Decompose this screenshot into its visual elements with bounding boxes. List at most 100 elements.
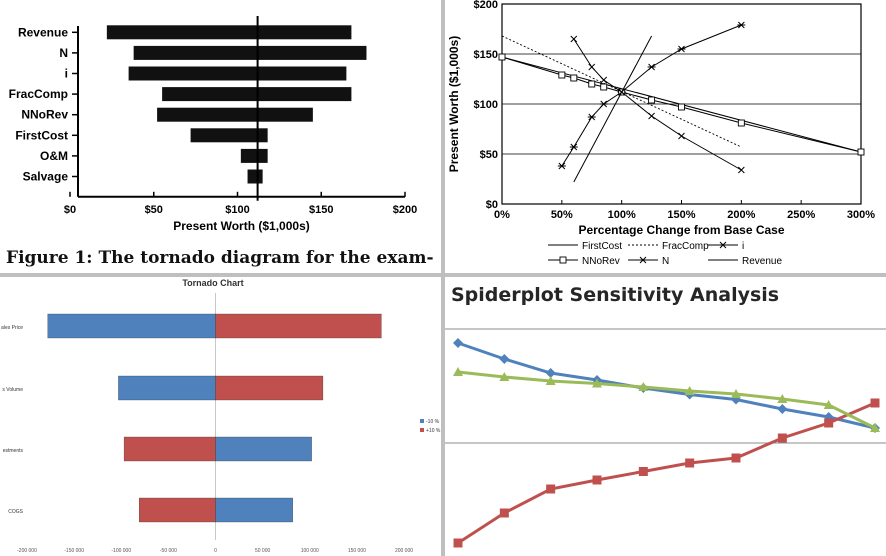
legend-item-revenue: Revenue — [708, 256, 782, 267]
square-marker — [638, 467, 648, 476]
legend-label: i — [742, 241, 744, 252]
series-i — [557, 21, 746, 170]
bar-ales-price-10 — [47, 313, 216, 339]
square-marker — [870, 398, 880, 408]
chart-title: Tornado Chart — [182, 278, 243, 288]
legend: -10 % +10 % — [420, 419, 441, 434]
x-tick-label: 150% — [667, 209, 695, 221]
marker-nnorev — [857, 148, 865, 156]
series-line-i — [561, 24, 742, 167]
series-revenue — [573, 35, 653, 183]
marker-i — [737, 21, 746, 29]
series-line — [457, 370, 876, 430]
tornado-bar-i — [128, 66, 347, 81]
marker-i — [599, 100, 608, 108]
x-tick-label: 200 000 — [395, 548, 413, 554]
marker-i — [677, 45, 686, 53]
x-tick-label: 200% — [727, 209, 755, 221]
figure-caption: Figure 1: The tornado diagram for the ex… — [6, 248, 434, 268]
legend-swatch — [420, 419, 424, 423]
tornado-bar-n — [133, 45, 367, 60]
legend-label: -10 % — [426, 419, 440, 425]
bar-cogs-10 — [139, 497, 216, 523]
diamond-marker — [453, 338, 463, 348]
square-marker — [731, 453, 741, 463]
square-marker — [777, 433, 787, 443]
x-axis-title: Present Worth ($1,000s) — [173, 219, 310, 233]
category-label-salvage: Salvage — [23, 170, 69, 184]
legend-label: Revenue — [742, 256, 782, 267]
marker-n — [678, 132, 685, 140]
y-axis-title: Present Worth ($1,000s) — [447, 36, 461, 173]
bar-ales-price-10 — [215, 313, 382, 339]
legend-item-i: i — [708, 241, 744, 252]
series-nnorev — [498, 53, 865, 156]
square-marker — [499, 508, 509, 518]
marker-i — [557, 162, 566, 170]
legend-marker — [639, 256, 647, 264]
series-line-nnorev — [501, 56, 862, 153]
tornado-bar-nnorev — [157, 107, 313, 122]
tornado-bar-o-m — [240, 148, 268, 163]
x-tick-label: -100 000 — [111, 548, 131, 554]
x-tick-label: -50 000 — [160, 548, 177, 554]
legend-item-fraccomp: FracComp — [628, 241, 709, 252]
marker-nnorev — [648, 96, 656, 104]
legend-label: FirstCost — [582, 241, 622, 252]
category-label-revenue: Revenue — [18, 25, 68, 39]
marker-nnorev — [588, 80, 596, 88]
spiderplot-panel: $0 $50 $100 $150 $200 0% 50% 100% 150% 200% 250% 30… — [443, 0, 886, 275]
square-marker — [453, 538, 463, 548]
x-tick-label: 100 000 — [301, 548, 319, 554]
marker-nnorev — [558, 71, 566, 79]
triangle-marker — [545, 376, 556, 385]
tornado-bar-firstcost — [190, 128, 268, 143]
tornado-bar-salvage — [247, 169, 263, 184]
tornado-bar-revenue — [106, 25, 352, 40]
category-label-n: N — [59, 46, 68, 60]
y-tick-label: $200 — [474, 0, 498, 11]
x-tick-label: 0 — [214, 548, 217, 554]
series-1 — [453, 338, 880, 433]
legend-marker — [559, 256, 567, 264]
series-line — [457, 341, 876, 430]
bar-cogs-10 — [215, 497, 293, 523]
x-tick-label: 250% — [787, 209, 815, 221]
tornado-diagram-chart: $0 $50 $100 $150 $200 Revenue Ni FracComp NNoRev… — [9, 16, 417, 233]
x-tick-label: 300% — [847, 209, 875, 221]
triangle-marker — [870, 423, 880, 432]
bar-s-volume-10 — [118, 375, 216, 401]
legend-label: FracComp — [662, 241, 709, 252]
marker-n — [588, 63, 596, 71]
series-line-revenue — [573, 35, 653, 183]
excel-tornado-chart: Tornado Chart ales Price s Volume estments C… — [1, 278, 441, 554]
triangle-marker — [731, 389, 741, 398]
marker-i — [587, 113, 596, 121]
category-label-o-m: O&M — [40, 149, 68, 163]
category-label: estments — [3, 448, 24, 454]
legend-label: +10 % — [426, 428, 441, 434]
triangle-marker — [777, 394, 788, 403]
x-tick-label: 50 000 — [255, 548, 271, 554]
marker-nnorev — [737, 119, 745, 127]
legend-label: NNoRev — [582, 256, 620, 267]
spiderplot-chart: $0 $50 $100 $150 $200 0% 50% 100% 150% 200% 250% 30… — [447, 0, 875, 267]
x-tick-label: 100% — [608, 209, 636, 221]
x-tick-label: 50% — [551, 209, 573, 221]
square-marker — [592, 475, 602, 485]
bar-estments-10 — [123, 436, 216, 462]
triangle-marker — [453, 367, 463, 376]
x-axis-title: Percentage Change from Base Case — [578, 223, 784, 237]
category-label: s Volume — [2, 387, 23, 393]
triangle-marker — [638, 382, 649, 391]
y-tick-label: $50 — [480, 149, 498, 161]
legend-label: N — [662, 256, 669, 267]
x-tick-label: -200 000 — [17, 548, 37, 554]
legend: FirstCost FracComp i NNoRev N Revenue — [548, 241, 782, 267]
series-n — [570, 35, 745, 174]
marker-nnorev — [570, 74, 578, 82]
square-marker — [546, 484, 556, 494]
spiderplot-sensitivity-chart — [443, 328, 886, 548]
excel-tornado-panel: Tornado Chart ales Price s Volume estments C… — [0, 275, 443, 556]
legend-marker — [719, 241, 727, 249]
